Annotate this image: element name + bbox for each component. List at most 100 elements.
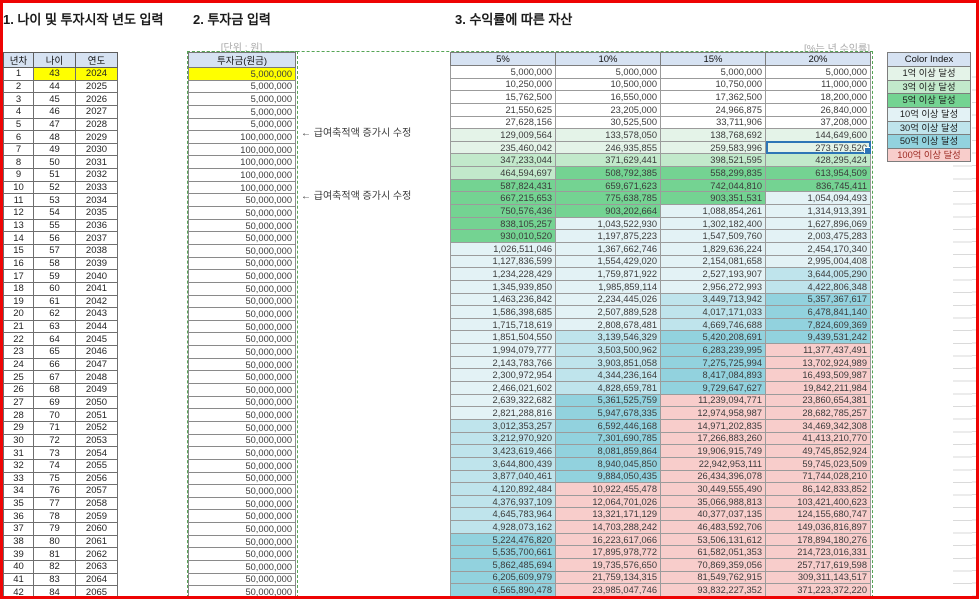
col-header-yearnum[interactable]: 년차 (3, 52, 34, 68)
age-cell[interactable]: 78 (33, 509, 76, 524)
asset-cell[interactable]: 4,017,171,033 (660, 305, 766, 319)
investment-cell[interactable]: 100,000,000 (188, 142, 296, 157)
age-cell[interactable]: 67 (33, 370, 76, 385)
asset-cell[interactable]: 17,362,500 (660, 90, 766, 104)
return-rate-header[interactable]: 15% (660, 52, 766, 66)
year-cell[interactable]: 2024 (75, 67, 118, 81)
yearnum-cell[interactable]: 4 (3, 104, 34, 119)
age-cell[interactable]: 72 (33, 433, 76, 448)
age-cell[interactable]: 45 (33, 92, 76, 106)
investment-cell[interactable]: 100,000,000 (188, 180, 296, 195)
year-cell[interactable]: 2030 (75, 142, 118, 157)
age-cell[interactable]: 68 (33, 383, 76, 397)
asset-cell[interactable]: 1,197,875,223 (555, 229, 661, 243)
age-cell[interactable]: 53 (33, 193, 76, 208)
yearnum-cell[interactable]: 2 (3, 79, 34, 94)
asset-cell[interactable]: 59,745,023,509 (765, 456, 871, 471)
age-cell[interactable]: 70 (33, 408, 76, 422)
year-cell[interactable]: 2058 (75, 496, 118, 511)
year-cell[interactable]: 2038 (75, 243, 118, 258)
asset-cell[interactable]: 2,154,081,658 (660, 254, 766, 269)
age-cell[interactable]: 76 (33, 484, 76, 498)
year-cell[interactable]: 2059 (75, 509, 118, 524)
asset-cell[interactable]: 3,449,713,942 (660, 292, 766, 307)
age-cell[interactable]: 49 (33, 142, 76, 157)
yearnum-cell[interactable]: 31 (3, 446, 34, 460)
yearnum-cell[interactable]: 39 (3, 547, 34, 561)
investment-column-header[interactable]: 투자금(원금) (188, 52, 296, 68)
asset-cell[interactable]: 309,311,143,517 (765, 570, 871, 585)
yearnum-cell[interactable]: 40 (3, 559, 34, 574)
asset-cell[interactable]: 1,994,079,777 (450, 343, 556, 357)
yearnum-cell[interactable]: 9 (3, 168, 34, 182)
asset-cell[interactable]: 13,702,924,989 (765, 355, 871, 370)
year-cell[interactable]: 2050 (75, 395, 118, 410)
year-cell[interactable]: 2041 (75, 281, 118, 296)
year-cell[interactable]: 2042 (75, 294, 118, 309)
age-cell[interactable]: 79 (33, 522, 76, 536)
asset-cell[interactable]: 14,703,288,242 (555, 520, 661, 534)
asset-cell[interactable]: 14,971,202,835 (660, 418, 766, 433)
age-cell[interactable]: 50 (33, 155, 76, 170)
year-cell[interactable]: 2040 (75, 269, 118, 283)
asset-cell[interactable]: 9,729,647,627 (660, 381, 766, 395)
asset-cell[interactable]: 1,547,509,760 (660, 229, 766, 243)
yearnum-cell[interactable]: 33 (3, 471, 34, 486)
yearnum-cell[interactable]: 6 (3, 130, 34, 144)
asset-cell[interactable]: 8,940,045,850 (555, 456, 661, 471)
age-cell[interactable]: 73 (33, 446, 76, 460)
asset-cell[interactable]: 53,506,131,612 (660, 532, 766, 547)
asset-cell[interactable]: 2,808,678,481 (555, 317, 661, 332)
investment-cell[interactable]: 50,000,000 (188, 420, 296, 435)
year-cell[interactable]: 2051 (75, 408, 118, 422)
age-cell[interactable]: 66 (33, 357, 76, 372)
asset-cell[interactable]: 6,478,841,140 (765, 305, 871, 319)
asset-cell[interactable]: 3,877,040,461 (450, 469, 556, 484)
yearnum-cell[interactable]: 1 (3, 67, 34, 81)
asset-cell[interactable]: 7,824,609,369 (765, 317, 871, 332)
yearnum-cell[interactable]: 3 (3, 92, 34, 106)
asset-cell[interactable]: 124,155,680,747 (765, 507, 871, 522)
asset-cell[interactable]: 11,000,000 (765, 77, 871, 92)
asset-cell[interactable]: 93,832,227,352 (660, 583, 766, 597)
asset-cell[interactable]: 2,454,170,340 (765, 241, 871, 256)
investment-cell[interactable]: 5,000,000 (188, 79, 296, 94)
year-cell[interactable]: 2048 (75, 370, 118, 385)
investment-cell[interactable]: 50,000,000 (188, 484, 296, 498)
asset-cell[interactable]: 9,439,531,242 (765, 330, 871, 345)
asset-cell[interactable]: 5,420,208,691 (660, 330, 766, 345)
yearnum-cell[interactable]: 28 (3, 408, 34, 422)
asset-cell[interactable]: 4,344,236,164 (555, 368, 661, 383)
age-cell[interactable]: 82 (33, 559, 76, 574)
asset-cell[interactable]: 7,301,690,785 (555, 431, 661, 446)
asset-cell[interactable]: 5,862,485,694 (450, 557, 556, 572)
yearnum-cell[interactable]: 8 (3, 155, 34, 170)
asset-cell[interactable]: 2,527,193,907 (660, 267, 766, 281)
asset-cell[interactable]: 23,860,654,381 (765, 393, 871, 408)
asset-cell[interactable]: 1,715,718,619 (450, 317, 556, 332)
asset-cell[interactable]: 15,762,500 (450, 90, 556, 104)
yearnum-cell[interactable]: 15 (3, 243, 34, 258)
age-cell[interactable]: 44 (33, 79, 76, 94)
asset-cell[interactable]: 1,314,913,391 (765, 204, 871, 218)
age-cell[interactable]: 61 (33, 294, 76, 309)
asset-cell[interactable]: 1,088,854,261 (660, 204, 766, 218)
asset-cell[interactable]: 259,583,996 (660, 140, 766, 155)
asset-cell[interactable]: 903,351,531 (660, 191, 766, 206)
yearnum-cell[interactable]: 21 (3, 319, 34, 334)
asset-cell[interactable]: 1,054,094,493 (765, 191, 871, 206)
asset-cell[interactable]: 138,768,692 (660, 128, 766, 142)
asset-cell[interactable]: 5,000,000 (660, 65, 766, 79)
year-cell[interactable]: 2056 (75, 471, 118, 486)
asset-cell[interactable]: 235,460,042 (450, 140, 556, 155)
asset-cell[interactable]: 775,638,785 (555, 191, 661, 206)
yearnum-cell[interactable]: 29 (3, 420, 34, 435)
asset-cell[interactable]: 2,300,972,954 (450, 368, 556, 383)
asset-cell[interactable]: 11,377,437,491 (765, 343, 871, 357)
asset-cell[interactable]: 246,935,855 (555, 140, 661, 155)
asset-cell[interactable]: 10,250,000 (450, 77, 556, 92)
asset-cell[interactable]: 4,669,746,688 (660, 317, 766, 332)
asset-cell[interactable]: 8,417,084,893 (660, 368, 766, 383)
age-cell[interactable]: 74 (33, 458, 76, 473)
year-cell[interactable]: 2061 (75, 534, 118, 549)
